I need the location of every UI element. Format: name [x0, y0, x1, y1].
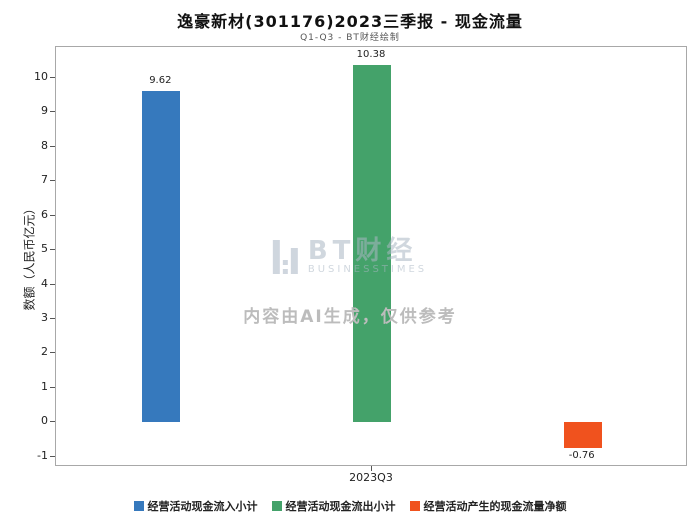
y-tick-mark	[50, 214, 55, 216]
legend-swatch	[133, 501, 144, 511]
y-tick-mark	[50, 111, 55, 113]
y-tick-label: 2	[41, 345, 48, 359]
bar-3	[563, 422, 602, 449]
y-tick-mark	[50, 249, 55, 251]
legend-label: 经营活动现金流入小计	[147, 500, 258, 513]
chart-subtitle: Q1-Q3 - BT财经绘制	[300, 33, 400, 43]
y-tick-mark	[50, 455, 55, 457]
y-tick-label: 6	[41, 207, 48, 221]
y-tick-mark	[50, 352, 55, 354]
y-tick-label: 0	[41, 414, 48, 428]
y-tick-label: 1	[41, 379, 48, 393]
x-tick-label: 2023Q3	[349, 471, 393, 484]
plot-area	[55, 46, 687, 466]
y-tick-mark	[50, 145, 55, 147]
y-tick-mark	[50, 386, 55, 388]
bar-1	[142, 91, 181, 423]
bar-value-label: 9.62	[149, 75, 172, 87]
bar-value-label: -0.76	[568, 450, 595, 462]
legend-item: 经营活动现金流入小计	[133, 498, 258, 514]
bar-value-label: 10.38	[356, 48, 386, 60]
legend: 经营活动现金流入小计 经营活动现金流出小计 经营活动产生的现金流量净额	[0, 498, 700, 514]
x-tick-mark	[371, 466, 372, 471]
y-tick-mark	[50, 317, 55, 319]
legend-item: 经营活动现金流出小计	[271, 498, 396, 514]
y-tick-label: 8	[41, 138, 48, 152]
legend-swatch	[271, 501, 282, 511]
y-tick-label: 7	[41, 173, 48, 187]
y-tick-label: 10	[34, 69, 48, 83]
legend-item: 经营活动产生的现金流量净额	[409, 498, 567, 514]
y-tick-mark	[50, 180, 55, 182]
y-tick-label: 5	[41, 242, 48, 256]
y-tick-label: 3	[41, 310, 48, 324]
y-tick-mark	[50, 421, 55, 423]
bar-2	[353, 64, 391, 423]
y-tick-label: 9	[41, 104, 48, 118]
legend-label: 经营活动产生的现金流量净额	[423, 500, 567, 513]
y-tick-label: -1	[37, 448, 48, 462]
legend-label: 经营活动现金流出小计	[285, 500, 396, 513]
y-tick-mark	[50, 283, 55, 285]
y-tick-mark	[50, 76, 55, 78]
y-tick-label: 4	[41, 276, 48, 290]
chart-title: 逸豪新材(301176)2023三季报 - 现金流量	[177, 12, 523, 31]
legend-swatch	[409, 501, 420, 511]
